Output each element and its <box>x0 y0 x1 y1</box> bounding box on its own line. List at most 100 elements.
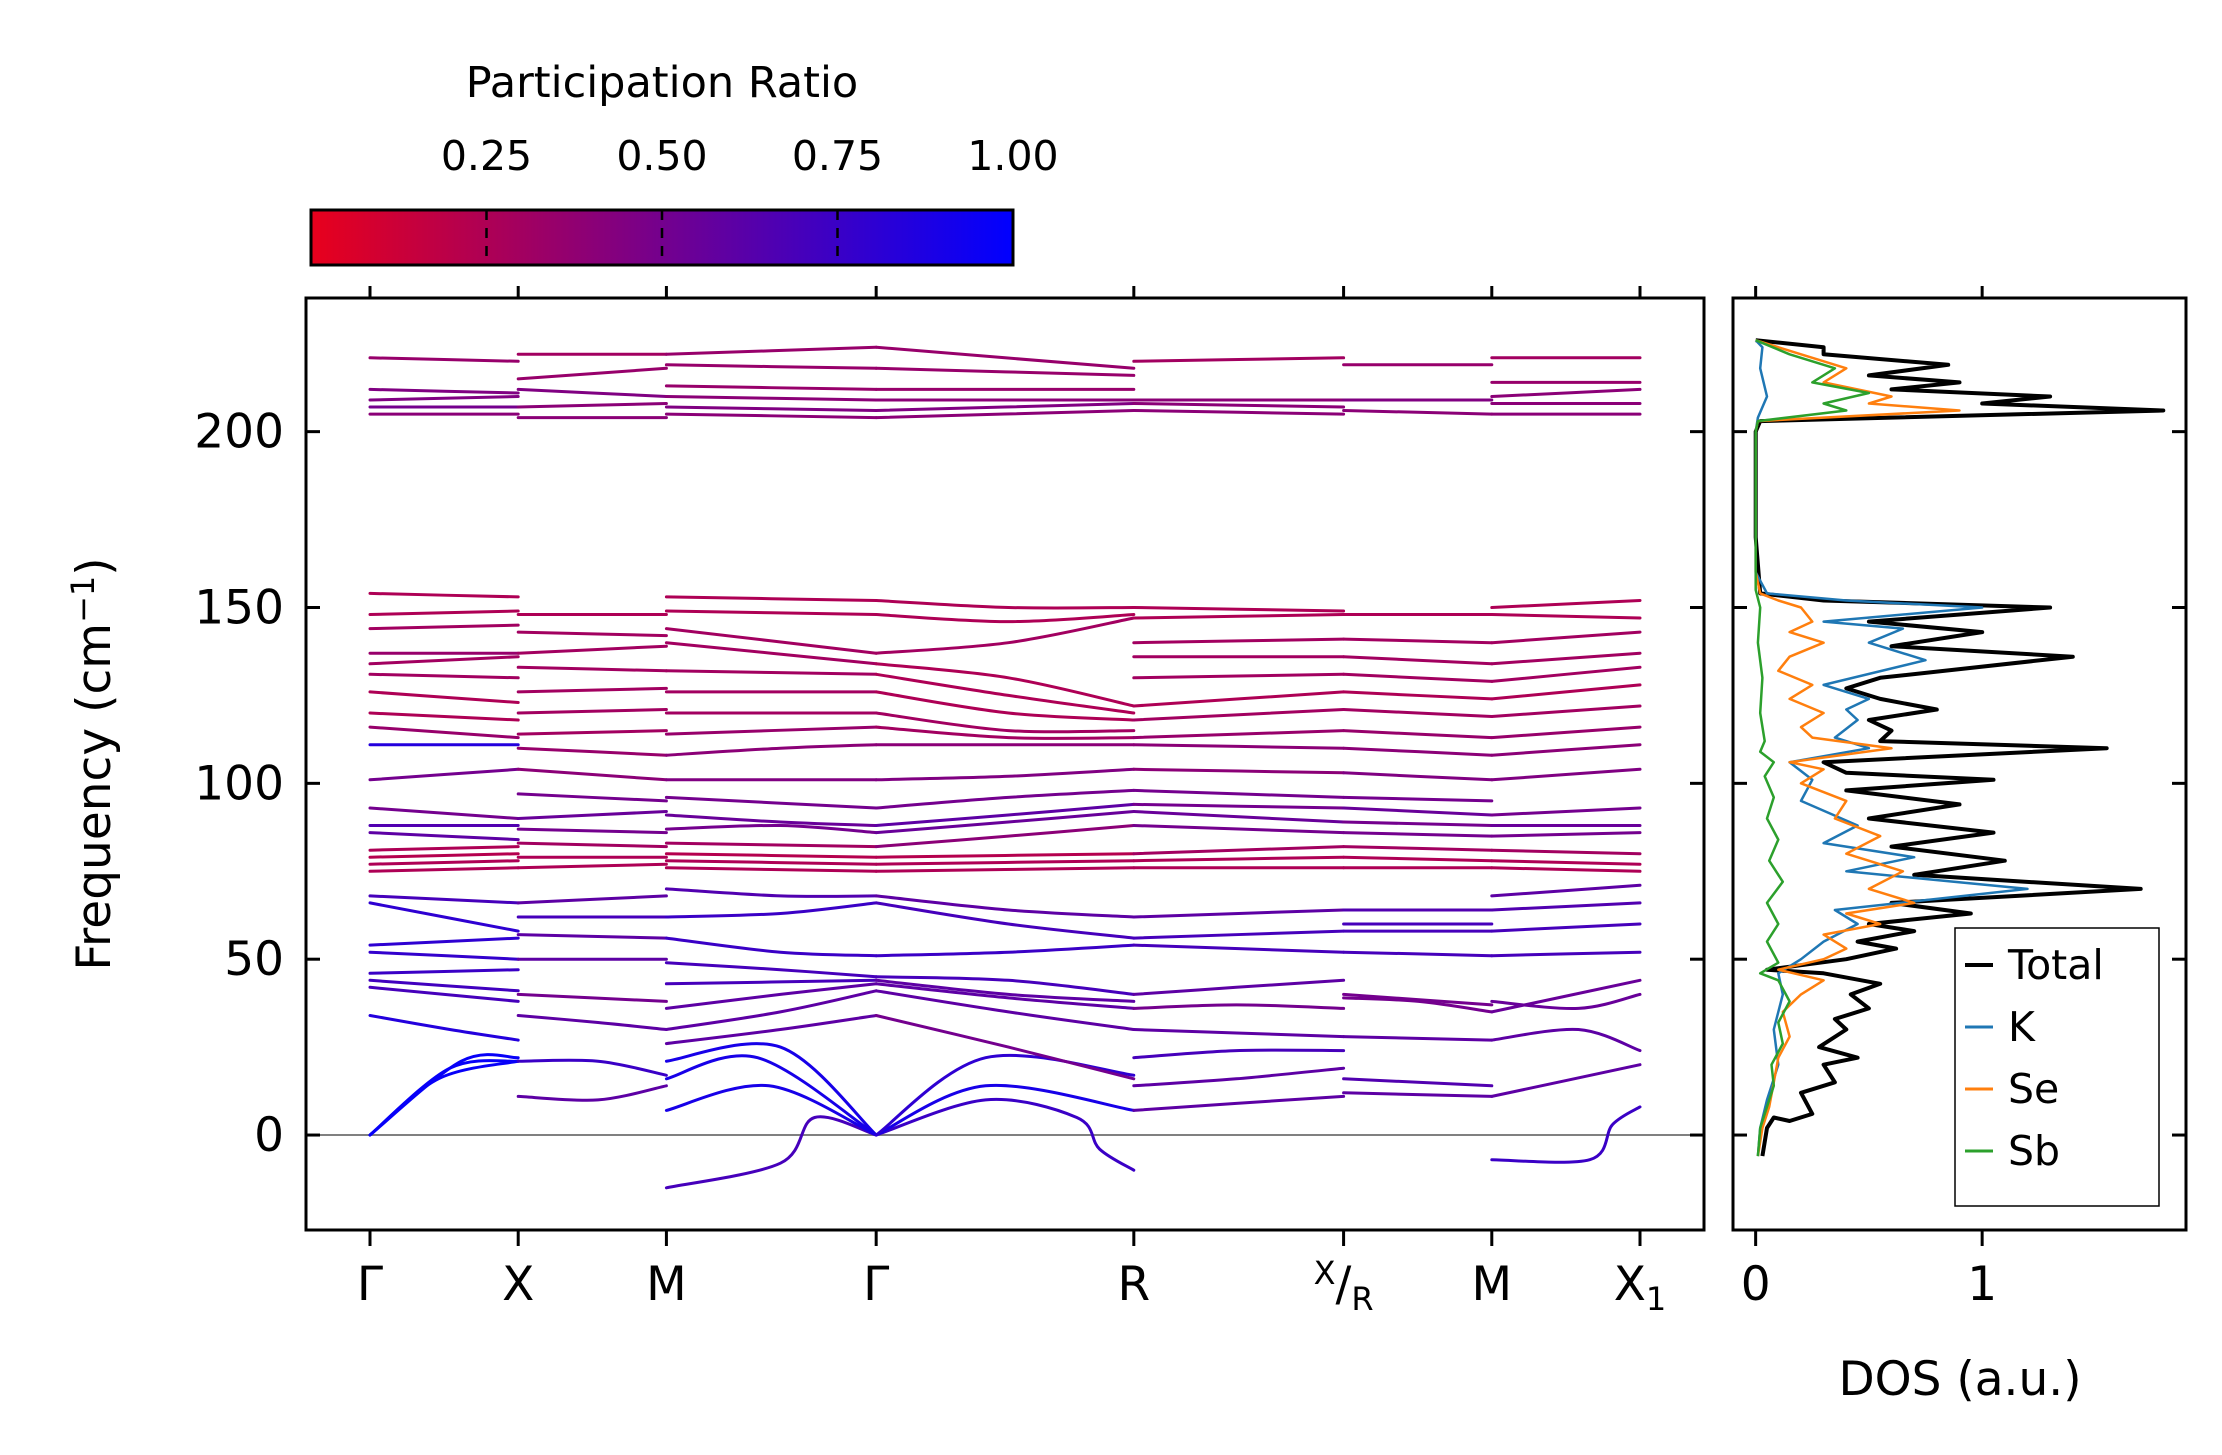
phonon-bands <box>368 345 1642 1190</box>
y-axis-label: Frequency (cm−1) <box>64 557 122 970</box>
phonon-band <box>1132 672 1346 680</box>
phonon-band <box>1132 690 1346 708</box>
phonon-band <box>664 641 878 666</box>
legend-items: Total K Se Sb <box>1965 941 2104 1175</box>
phonon-band <box>516 767 668 782</box>
phonon-band <box>664 813 878 827</box>
phonon-band <box>664 841 878 849</box>
phonon-band <box>874 894 1136 919</box>
colorbar-title: Participation Ratio <box>466 58 859 108</box>
dos-x-tick-label: 1 <box>1967 1257 1997 1312</box>
phonon-band <box>368 845 520 852</box>
phonon-band <box>664 595 878 602</box>
y-tick-label: 0 <box>254 1108 284 1163</box>
colorbar-tick-label: 0.50 <box>616 132 707 180</box>
phonon-band <box>368 852 520 859</box>
phonon-band <box>1132 1094 1346 1112</box>
phonon-band <box>516 1084 668 1102</box>
phonon-band <box>1490 704 1642 718</box>
legend-label: K <box>2008 1003 2036 1051</box>
k-point-label: R <box>1117 1257 1150 1312</box>
phonon-band <box>1342 708 1494 718</box>
phonon-band <box>516 686 668 694</box>
phonon-band <box>368 711 520 722</box>
phonon-band <box>516 992 668 1003</box>
phonon-band <box>368 356 520 363</box>
phonon-band <box>368 950 520 961</box>
phonon-band <box>1342 637 1494 645</box>
k-point-label: M <box>646 1257 687 1312</box>
phonon-band <box>368 395 520 402</box>
phonon-band <box>664 978 878 986</box>
dos-line-se <box>1754 339 1961 1157</box>
phonon-band <box>874 690 1136 722</box>
phonon-band <box>368 725 520 740</box>
phonon-band <box>368 690 520 704</box>
phonon-band <box>664 823 878 835</box>
phonon-band <box>368 672 520 680</box>
phonon-band <box>1342 845 1494 852</box>
k-point-label: Γ <box>357 1257 383 1312</box>
phonon-band <box>1132 708 1346 722</box>
k-point-label: X1 <box>1614 1257 1667 1318</box>
k-label-main: X <box>1614 1257 1646 1312</box>
phonon-band <box>368 609 520 616</box>
colorbar-tick-label: 1.00 <box>967 132 1058 180</box>
phonon-band <box>1132 943 1346 954</box>
phonon-band <box>664 725 878 736</box>
phonon-band <box>664 363 878 370</box>
colorbar-ticks: 0.25 0.50 0.75 1.00 <box>441 132 1059 265</box>
dos-line-sb <box>1754 339 1871 1157</box>
y-tick-label: 100 <box>194 756 284 811</box>
phonon-band <box>1490 992 1642 1011</box>
phonon-band <box>1490 387 1642 398</box>
legend-label: Total <box>2007 941 2104 989</box>
phonon-band <box>664 1115 878 1190</box>
phonon-band <box>664 405 878 412</box>
phonon-band <box>874 402 1136 412</box>
phonon-band <box>874 943 1136 958</box>
k-label-main: X <box>502 1257 534 1312</box>
phonon-band <box>1132 845 1346 856</box>
phonon-band <box>1132 1003 1346 1010</box>
phonon-band <box>874 810 1136 835</box>
colorbar: Participation Ratio 0.25 0.50 0.75 1.00 <box>309 58 1059 267</box>
phonon-band <box>1342 672 1494 683</box>
phonon-band <box>516 792 668 803</box>
phonon-band <box>368 866 520 873</box>
phonon-band <box>874 725 1136 740</box>
phonon-band <box>368 591 520 599</box>
phonon-band <box>516 1058 668 1077</box>
phonon-band <box>516 644 668 655</box>
phonon-band <box>1132 356 1346 363</box>
dos-plot-frame <box>1731 296 2188 1232</box>
phonon-band <box>874 978 1136 1003</box>
k-label-main: M <box>646 1257 687 1312</box>
phonon-band <box>1132 802 1346 810</box>
phonon-band <box>874 859 1136 866</box>
phonon-band <box>516 933 668 940</box>
phonon-band <box>516 827 668 835</box>
phonon-band <box>1132 402 1346 409</box>
phonon-band <box>1490 767 1642 782</box>
phonon-band <box>1342 795 1494 803</box>
phonon-band <box>1132 409 1346 416</box>
dos-line-total <box>1753 338 2166 1157</box>
y-axis-label-superscript: −1 <box>64 576 102 623</box>
phonon-band <box>874 662 1136 708</box>
phonon-band <box>664 859 878 866</box>
phonon-band <box>664 989 878 1031</box>
phonon-band <box>368 968 520 975</box>
phonon-band <box>874 616 1136 655</box>
phonon-band <box>1490 883 1642 898</box>
phonon-band <box>516 810 668 820</box>
phonon-band <box>1342 806 1494 817</box>
phonon-band <box>874 672 1136 715</box>
phonon-band <box>1490 1105 1642 1164</box>
k-label-main: M <box>1472 1257 1513 1312</box>
phonon-band <box>874 802 1136 827</box>
phonon-band <box>1490 651 1642 666</box>
k-label-main: R <box>1117 1257 1150 1312</box>
